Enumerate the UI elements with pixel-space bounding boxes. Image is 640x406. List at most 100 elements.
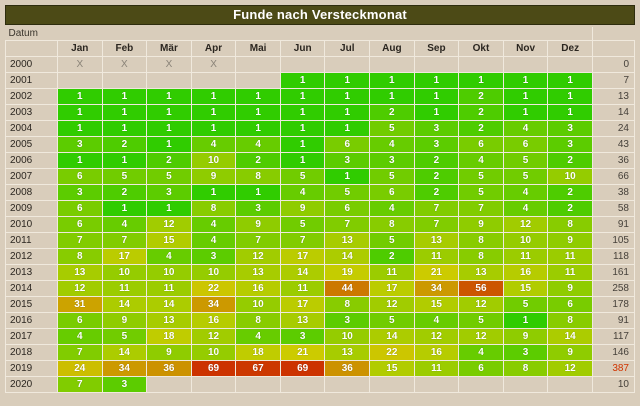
heat-cell: 1 [57,152,103,169]
heat-cell: 6 [502,136,549,153]
empty-cell [279,56,326,73]
empty-cell [235,72,281,89]
month-header: Dez [547,40,593,57]
year-column-corner [5,40,58,57]
heat-cell: 19 [324,264,371,281]
heat-cell: 4 [190,216,237,233]
heat-cell: 1 [324,168,371,185]
row-total: 0 [592,56,635,73]
heat-cell: 1 [235,184,281,201]
heat-cell: 2 [235,152,281,169]
heat-cell: 1 [458,72,504,89]
heat-cell: 2 [413,184,460,201]
empty-cell [324,56,371,73]
heat-cell: 1 [146,200,192,217]
heat-cell: 5 [369,232,415,249]
heat-cell: 5 [502,152,549,169]
heat-cell: 4 [57,328,103,345]
empty-cell [369,56,415,73]
heat-cell: 36 [146,360,192,377]
heat-cell: 7 [279,232,326,249]
row-total: 10 [592,376,635,393]
heat-cell: 12 [57,280,103,297]
table-row: 2014 12 11 11 22 16 11 44 17 34 56 15 9 258 [5,280,635,297]
heat-cell: 7 [458,200,504,217]
heat-cell: 5 [458,168,504,185]
heat-cell: 1 [279,104,326,121]
heat-cell: 2 [146,152,192,169]
heat-cell: 11 [413,248,460,265]
empty-cell [502,376,549,393]
table-row: 2009 6 1 1 8 3 9 6 4 7 7 4 2 58 [5,200,635,217]
x-cell: X [146,56,192,73]
empty-cell [235,376,281,393]
year-label: 2010 [5,216,58,233]
heat-cell: 3 [547,120,593,137]
heat-cell: 3 [279,328,326,345]
heat-cell: 13 [235,264,281,281]
heat-cell: 2 [547,200,593,217]
empty-cell [190,376,237,393]
heat-cell: 5 [324,184,371,201]
heat-cell: 16 [413,344,460,361]
year-label: 2003 [5,104,58,121]
heat-cell: 10 [190,152,237,169]
datum-total-corner [592,27,635,41]
year-label: 2008 [5,184,58,201]
heat-cell: 8 [235,168,281,185]
table-row: 2003 1 1 1 1 1 1 1 2 1 2 1 1 14 [5,104,635,121]
datum-label: Datum [5,27,593,41]
heat-cell: 1 [235,104,281,121]
heat-cell: 1 [279,136,326,153]
heat-cell: 1 [57,88,103,105]
empty-cell [190,72,237,89]
heat-cell: 4 [502,200,549,217]
heat-cell: 8 [547,312,593,329]
heat-cell: 2 [101,136,148,153]
row-total: 66 [592,168,635,185]
heat-cell: 4 [235,136,281,153]
row-total: 91 [592,216,635,233]
month-header: Okt [458,40,504,57]
heat-cell: 2 [458,88,504,105]
heat-cell: 17 [279,296,326,313]
heat-cell: 6 [458,360,504,377]
empty-cell [101,72,148,89]
row-total: 24 [592,120,635,137]
heat-cell: 15 [502,280,549,297]
heat-cell: 21 [413,264,460,281]
heat-cell: 6 [324,200,371,217]
heat-cell: 1 [190,184,237,201]
heat-cell: 16 [190,312,237,329]
heat-cell: 16 [235,280,281,297]
heat-cell: 1 [324,88,371,105]
row-total: 13 [592,88,635,105]
heat-cell: 1 [101,200,148,217]
heat-cell: 1 [324,120,371,137]
heat-cell: 6 [458,136,504,153]
heat-cell: 1 [369,88,415,105]
heat-cell: 34 [413,280,460,297]
x-cell: X [57,56,103,73]
heat-cell: 1 [146,136,192,153]
heat-cell: 10 [324,328,371,345]
heat-cell: 8 [369,216,415,233]
heat-cell: 6 [57,312,103,329]
heat-cell: 7 [235,232,281,249]
heat-cell: 14 [324,248,371,265]
heat-cell: 12 [547,360,593,377]
year-label: 2011 [5,232,58,249]
heat-cell: 67 [235,360,281,377]
heat-cell: 13 [324,232,371,249]
heat-cell: 9 [279,200,326,217]
empty-cell [369,376,415,393]
heat-cell: 7 [413,216,460,233]
heat-cell: 9 [190,168,237,185]
heat-cell: 1 [279,72,326,89]
heat-cell: 9 [547,232,593,249]
heat-cell: 12 [413,328,460,345]
heat-cell: 1 [279,88,326,105]
table-row: 2006 1 1 2 10 2 1 3 3 2 4 5 2 36 [5,152,635,169]
heat-cell: 1 [324,104,371,121]
heat-cell: 5 [458,312,504,329]
